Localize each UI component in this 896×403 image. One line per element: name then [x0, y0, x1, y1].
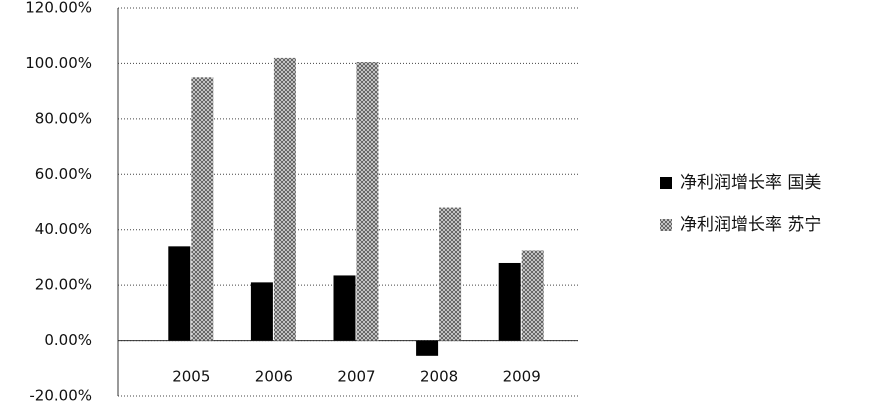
- x-tick-label: 2006: [255, 368, 293, 386]
- bar: [168, 246, 191, 341]
- y-tick-label: 80.00%: [35, 109, 92, 127]
- x-tick-label: 2005: [172, 368, 210, 386]
- y-tick-label: -20.00%: [29, 387, 92, 403]
- bar: [191, 77, 214, 341]
- bar: [250, 282, 273, 341]
- x-tick-label: 2008: [420, 368, 458, 386]
- legend-label: 净利润增长率 国美: [680, 173, 821, 193]
- bar: [498, 262, 521, 341]
- bar: [273, 57, 296, 341]
- y-tick-label: 20.00%: [35, 276, 92, 294]
- y-tick-label: 120.00%: [25, 0, 92, 17]
- y-tick-label: 40.00%: [35, 220, 92, 238]
- bar: [439, 207, 462, 341]
- bar: [416, 340, 439, 356]
- y-tick-label: 60.00%: [35, 165, 92, 183]
- y-tick-label: 0.00%: [44, 331, 92, 349]
- y-tick-label: 100.00%: [25, 54, 92, 72]
- legend-swatch: [660, 177, 672, 189]
- x-tick-label: 2007: [337, 368, 375, 386]
- bar: [356, 62, 379, 341]
- x-tick-label: 2009: [503, 368, 541, 386]
- legend-label: 净利润增长率 苏宁: [680, 215, 821, 235]
- legend-swatch: [660, 219, 672, 231]
- bar: [333, 275, 356, 341]
- bar: [521, 250, 544, 341]
